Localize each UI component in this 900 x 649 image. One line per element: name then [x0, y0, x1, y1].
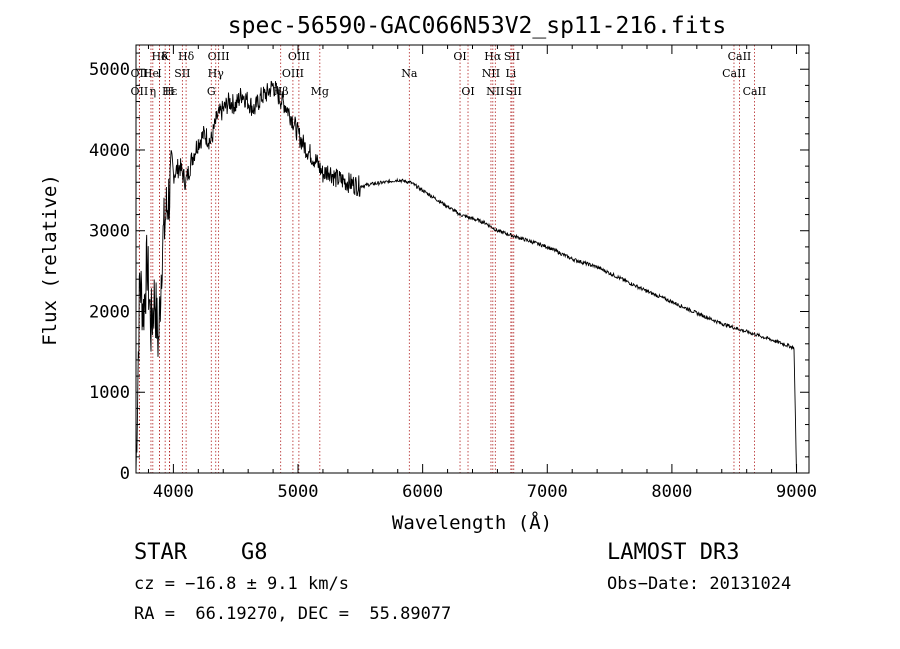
- x-tick-label-2: 6000: [402, 482, 443, 502]
- line-label-11: I: [157, 67, 161, 80]
- y-tick-label-1: 1000: [89, 383, 130, 403]
- flux-series: [135, 80, 797, 474]
- survey-name: LAMOST DR3: [607, 540, 740, 565]
- object-class: STAR: [134, 540, 187, 565]
- line-label-14: OIII: [282, 67, 304, 80]
- line-label-23: G: [207, 85, 216, 98]
- obs-date: Obs−Date: 20131024: [607, 574, 792, 594]
- x-axis: 4000 5000 6000 7000 8000 9000: [147, 45, 817, 502]
- line-label-15: Na: [401, 67, 418, 80]
- coordinates: RA = 66.19270, DEC = 55.89077: [134, 604, 452, 624]
- object-subclass: G8: [241, 540, 268, 565]
- x-tick-label-0: 4000: [153, 482, 194, 502]
- x-tick-label-1: 5000: [278, 482, 319, 502]
- line-label-17: Li: [505, 67, 516, 80]
- y-axis: 0 1000 2000 3000 4000 5000: [89, 52, 809, 484]
- y-tick-label-4: 4000: [89, 141, 130, 161]
- line-label-22: H: [165, 85, 175, 98]
- line-label-21: η: [150, 85, 157, 98]
- x-tick-label-5: 9000: [776, 482, 817, 502]
- line-label-27: NII: [486, 85, 504, 98]
- line-label-7: SII: [504, 50, 520, 63]
- x-tick-label-3: 7000: [527, 482, 568, 502]
- y-tick-label-2: 2000: [89, 302, 130, 322]
- y-axis-label: Flux (relative): [39, 174, 61, 346]
- line-label-8: CaII: [728, 50, 752, 63]
- line-label-6: Hα: [484, 50, 502, 63]
- redshift-value: cz = −16.8 ± 9.1 km/s: [134, 574, 349, 594]
- x-axis-label: Wavelength (Å): [392, 511, 552, 534]
- line-label-28: SII: [506, 85, 522, 98]
- line-label-3: OIII: [208, 50, 230, 63]
- x-tick-label-4: 8000: [651, 482, 692, 502]
- y-tick-label-3: 3000: [89, 222, 130, 242]
- line-label-2: Hδ: [178, 50, 195, 63]
- y-tick-label-0: 0: [120, 464, 130, 484]
- line-label-13: Hγ: [208, 67, 225, 80]
- flux-line: [135, 80, 797, 474]
- line-label-16: NII: [482, 67, 500, 80]
- chart-title: spec-56590-GAC066N53V2_sp11-216.fits: [228, 13, 727, 39]
- line-label-1: K: [161, 50, 170, 63]
- line-label-12: SII: [174, 67, 190, 80]
- y-tick-label-5: 5000: [89, 60, 130, 80]
- line-label-25: Mg: [311, 85, 329, 98]
- line-label-4: OIII: [288, 50, 310, 63]
- line-label-10: He: [143, 67, 159, 80]
- line-label-26: OI: [461, 85, 474, 98]
- line-label-5: OI: [453, 50, 466, 63]
- line-label-18: CaII: [722, 67, 746, 80]
- line-label-19: OII: [131, 85, 149, 98]
- plot-frame: [135, 44, 810, 474]
- line-label-29: CaII: [743, 85, 767, 98]
